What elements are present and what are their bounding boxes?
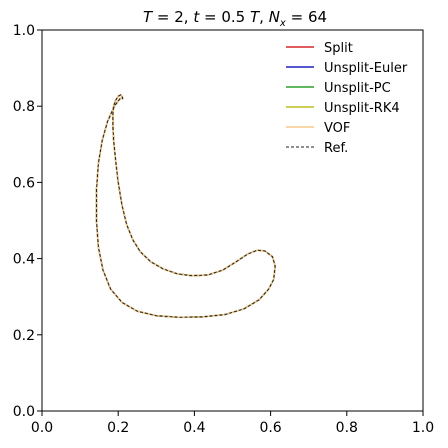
x-tick-label: 0.4 (183, 420, 205, 436)
legend-label-unsplit-rk4: Unsplit-RK4 (324, 101, 400, 116)
legend-label-ref: Ref. (324, 141, 348, 156)
x-tick-label: 0.2 (107, 420, 129, 436)
y-tick-label: 1.0 (13, 23, 35, 39)
x-axis: 0.0 0.2 0.4 0.6 0.8 1.0 (31, 411, 434, 436)
x-tick-label: 1.0 (412, 420, 434, 436)
chart-title: T = 2, t = 0.5 T, Nx = 64 (143, 8, 327, 29)
y-tick-label: 0.0 (13, 404, 35, 420)
series-line-split (95, 94, 276, 318)
y-tick-label: 0.6 (13, 175, 35, 191)
series-line-ref (95, 94, 276, 318)
series-line-unsplit-euler (95, 94, 276, 318)
y-axis: 0.0 0.2 0.4 0.6 0.8 1.0 (13, 23, 42, 420)
legend-label-split: Split (324, 41, 353, 56)
y-tick-label: 0.2 (13, 328, 35, 344)
series-line-vof (95, 93, 276, 319)
x-tick-label: 0.0 (31, 420, 53, 436)
legend-label-unsplit-euler: Unsplit-Euler (324, 61, 408, 76)
plot-area (95, 93, 276, 319)
x-tick-label: 0.8 (336, 420, 358, 436)
legend: Split Unsplit-Euler Unsplit-PC Unsplit-RK4 V… (286, 41, 408, 156)
series-line-unsplit-pc (95, 94, 276, 318)
series-line-unsplit-rk4 (95, 94, 276, 318)
legend-label-vof: VOF (324, 121, 350, 136)
y-tick-label: 0.8 (13, 99, 35, 115)
y-tick-label: 0.4 (13, 252, 35, 268)
axes-frame (41, 29, 424, 412)
legend-label-unsplit-pc: Unsplit-PC (324, 81, 391, 96)
x-tick-label: 0.6 (259, 420, 281, 436)
